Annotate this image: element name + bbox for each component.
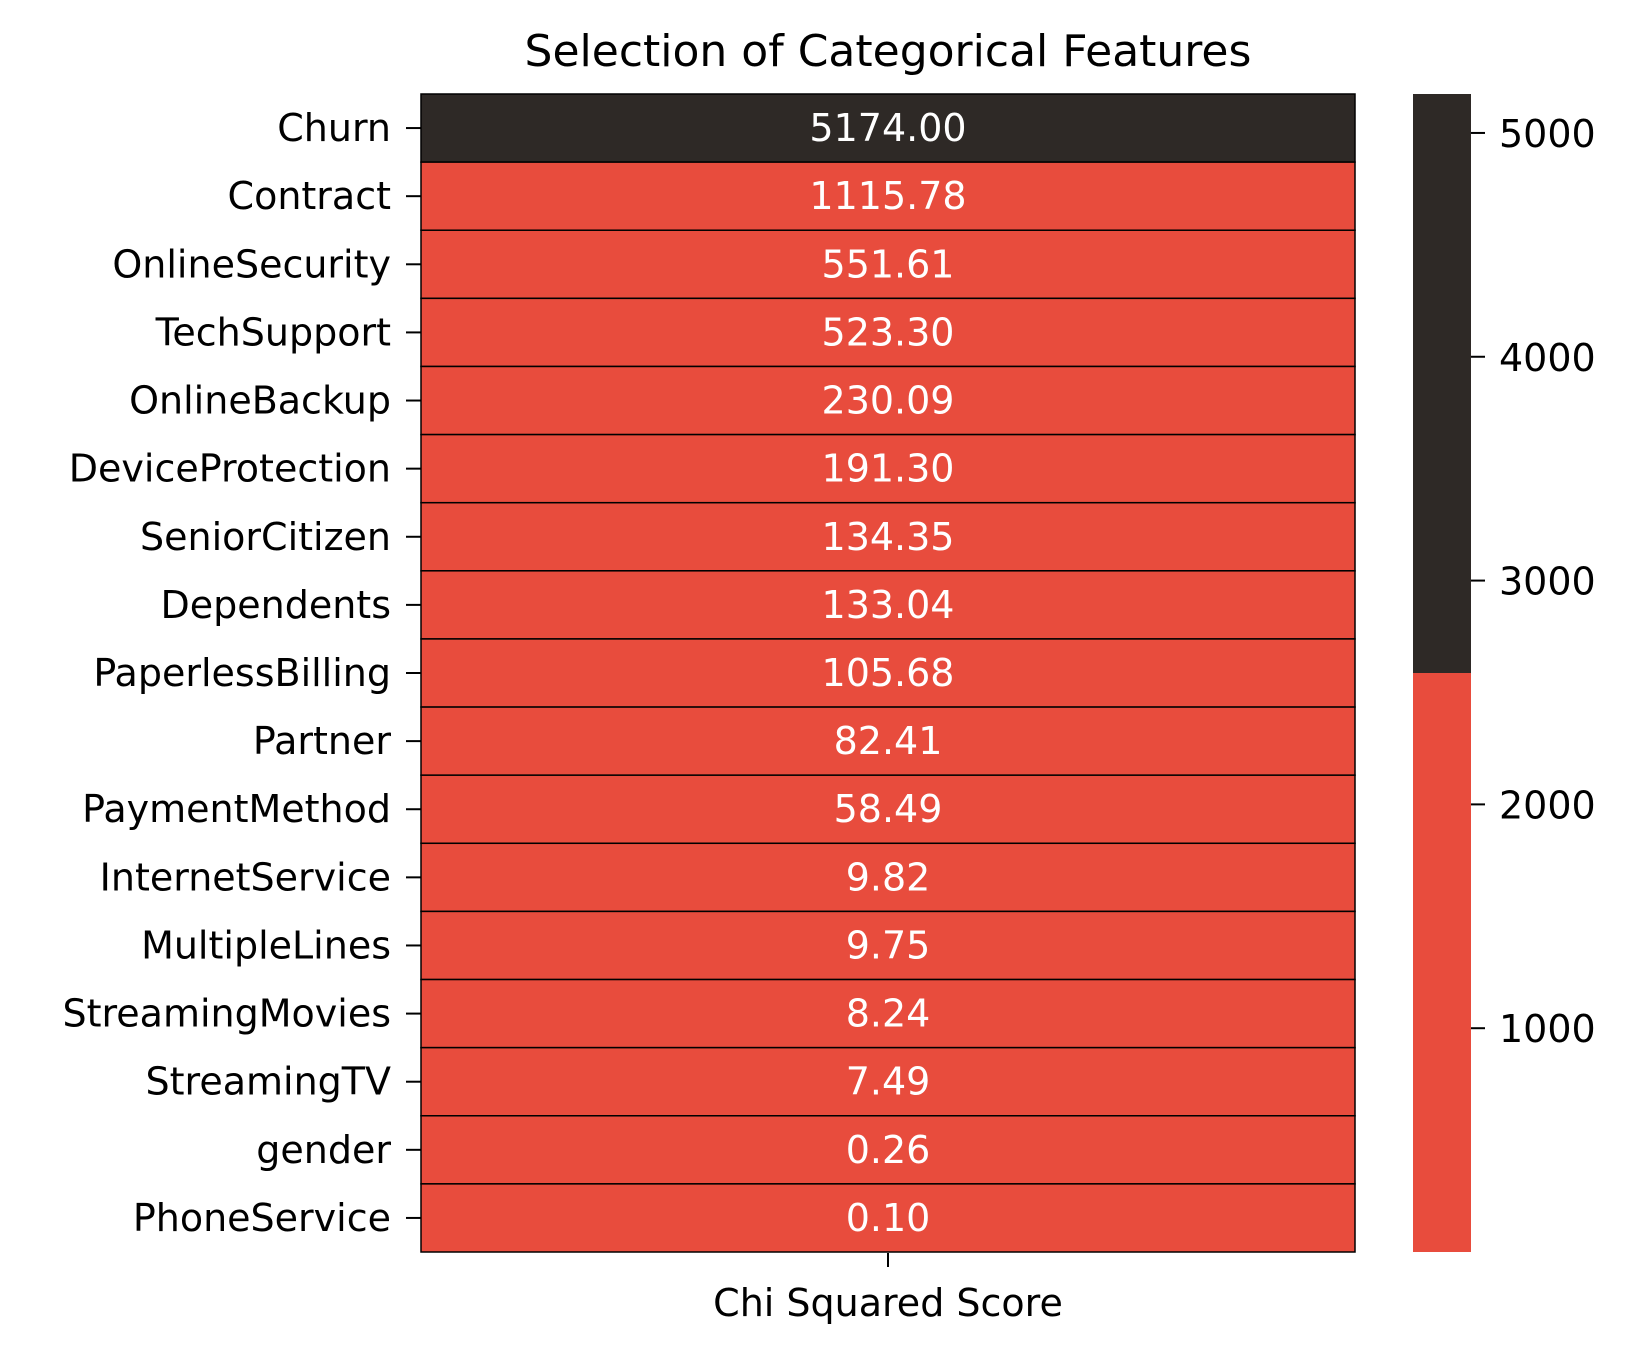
feature-label: Contract <box>228 174 391 218</box>
cell-value-label: 134.35 <box>822 515 955 559</box>
cell-value-label: 9.82 <box>846 855 931 899</box>
feature-axis: Churn Contract OnlineSecurity TechSupport On… <box>62 106 421 1240</box>
heatmap-cell <box>420 161 1356 231</box>
heatmap-cell <box>420 93 1356 163</box>
feature-label: OnlineSecurity <box>112 242 391 286</box>
colorbar-tick-label: 4000 <box>1499 336 1596 380</box>
cell-value-label: 551.61 <box>822 242 955 286</box>
feature-label: PhoneService <box>133 1196 391 1240</box>
cell-value-label: 133.04 <box>822 583 955 627</box>
heatmap-cell <box>420 910 1356 981</box>
feature-label: Partner <box>253 719 391 763</box>
colorbar-tick-label: 3000 <box>1499 560 1596 604</box>
cell-value-label: 0.26 <box>846 1128 931 1172</box>
feature-label: SeniorCitizen <box>140 515 391 559</box>
heatmap-cell <box>420 774 1356 845</box>
colorbar-tick-label: 5000 <box>1499 112 1596 156</box>
colorbar-low-segment <box>1413 673 1471 1252</box>
feature-label: StreamingMovies <box>62 992 391 1036</box>
feature-label: OnlineBackup <box>129 379 391 423</box>
x-axis-label: Chi Squared Score <box>713 1281 1063 1325</box>
heatmap-cell <box>420 1183 1356 1253</box>
cell-value-label: 58.49 <box>834 787 943 831</box>
feature-label: Dependents <box>160 583 391 627</box>
feature-label: InternetService <box>100 855 391 899</box>
cell-value-label: 0.10 <box>846 1196 931 1240</box>
cell-value-label: 523.30 <box>822 310 955 354</box>
heatmap-cell <box>420 706 1356 776</box>
cell-value-label: 7.49 <box>846 1060 931 1104</box>
colorbar-tick-label: 1000 <box>1499 1007 1596 1051</box>
cell-value-label: 5174.00 <box>809 106 966 150</box>
cell-value-label: 191.30 <box>822 447 955 491</box>
feature-label: MultipleLines <box>141 923 391 967</box>
cell-value-label: 1115.78 <box>809 174 966 218</box>
cell-value-label: 105.68 <box>822 651 955 695</box>
heatmap-cell <box>420 229 1356 300</box>
heatmap-cell <box>420 433 1356 504</box>
heatmap-cell <box>420 978 1356 1049</box>
cell-value-label: 8.24 <box>846 992 931 1036</box>
feature-label: PaymentMethod <box>82 787 391 831</box>
heatmap-cell <box>420 297 1356 368</box>
heatmap-cell <box>420 1046 1356 1117</box>
colorbar-high-segment <box>1413 94 1471 673</box>
feature-label: Churn <box>277 106 391 150</box>
feature-label: TechSupport <box>155 310 391 354</box>
heatmap-cell <box>420 842 1356 913</box>
colorbar-tick-label: 2000 <box>1499 783 1596 827</box>
chart-title: Selection of Categorical Features <box>525 26 1252 77</box>
heatmap-cells: 5174.00 1115.78 551.61 523.30 230.09 191.30 13… <box>420 93 1356 1253</box>
feature-label: gender <box>256 1128 391 1172</box>
x-axis: Chi Squared Score <box>713 1253 1063 1325</box>
feature-label: DeviceProtection <box>69 447 391 491</box>
heatmap-cell <box>420 365 1356 436</box>
colorbar: 1000 2000 3000 4000 5000 <box>1413 94 1596 1252</box>
feature-label: PaperlessBilling <box>93 651 391 695</box>
cell-value-label: 82.41 <box>834 719 943 763</box>
cell-value-label: 9.75 <box>846 923 931 967</box>
feature-label: StreamingTV <box>146 1060 391 1104</box>
cell-value-label: 230.09 <box>822 379 955 423</box>
